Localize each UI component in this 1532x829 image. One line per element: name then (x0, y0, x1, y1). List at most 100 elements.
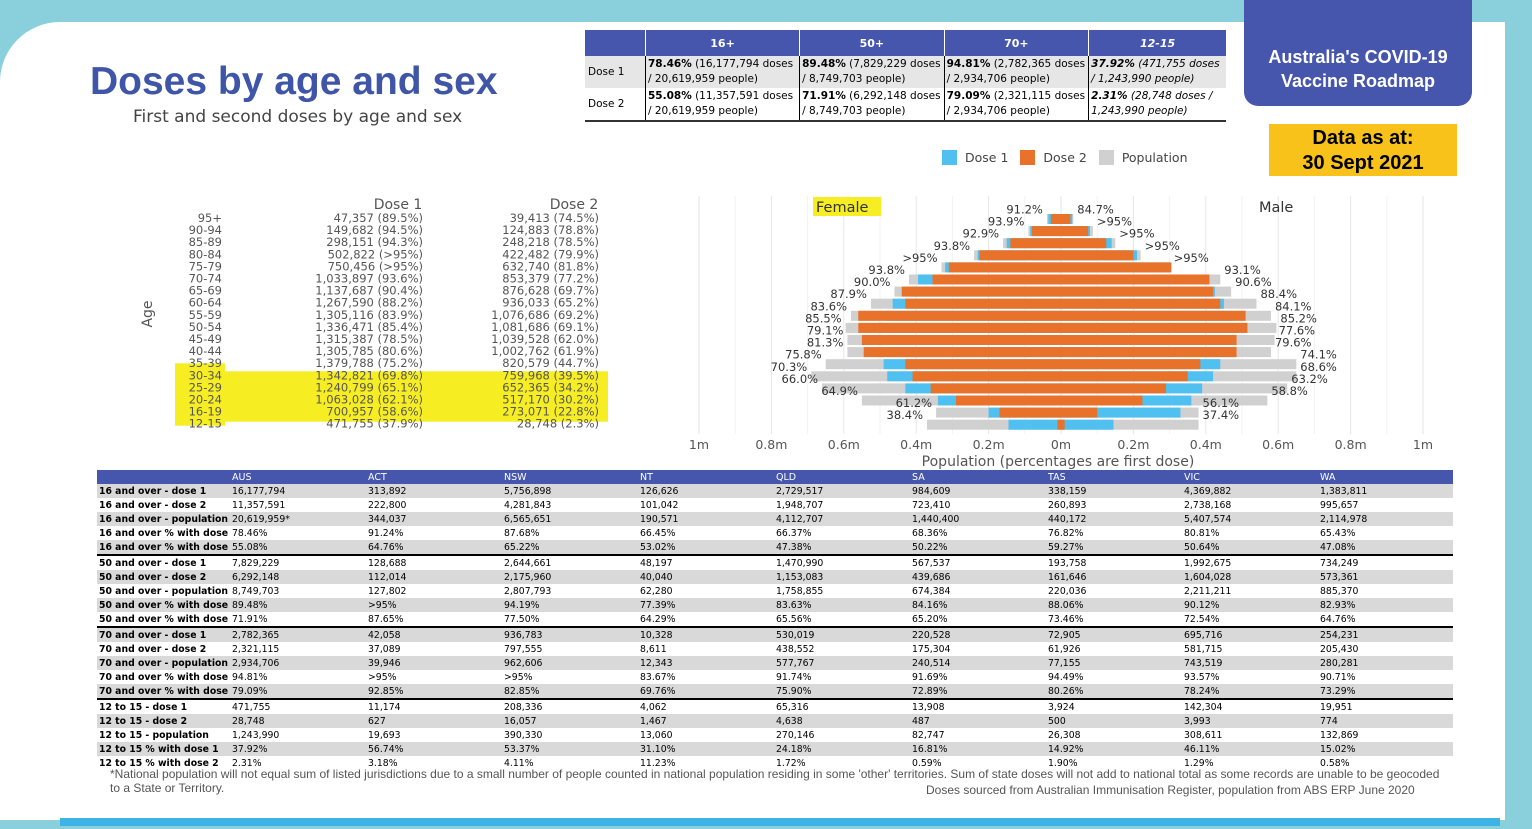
jurisdiction-cell: 487 (910, 714, 1046, 728)
legend-item-dose1: Dose 1 (942, 150, 1008, 165)
jurisdiction-cell: 20,619,959* (230, 512, 366, 526)
dose2-value: 1,002,762 (61.9%) (491, 344, 599, 358)
jurisdiction-row-label: 70 and over % with dose 2 (97, 684, 230, 699)
jurisdiction-header-row: AUS ACT NSW NT QLD SA TAS VIC WA (97, 470, 1453, 484)
jurisdiction-cell: 627 (366, 714, 502, 728)
dose1-value: 1,063,028 (62.1%) (315, 393, 423, 407)
jurisdiction-cell: 3,924 (1046, 698, 1182, 714)
jurisdiction-col-header: NSW (502, 470, 638, 484)
jurisdiction-cell: 1.29% (1184, 757, 1214, 769)
jurisdiction-cell: 53.37% (502, 742, 638, 756)
jurisdiction-cell: 15.02% (1318, 742, 1453, 756)
jurisdiction-cell: 1,383,811 (1318, 484, 1453, 498)
summary-header-row: 16+ 50+ 70+ 12-15 (585, 30, 1226, 56)
jurisdiction-col-header: ACT (366, 470, 502, 484)
jurisdiction-cell: 308,611 (1184, 729, 1223, 741)
jurisdiction-cell: 31.10% (638, 742, 774, 756)
age-group-label: 50-54 (189, 320, 222, 334)
summary-row-label: Dose 2 (585, 88, 646, 122)
jurisdiction-cell: 2,114,978 (1318, 512, 1453, 526)
female-dose2-bar (912, 371, 1061, 382)
jurisdiction-cell: 797,555 (504, 643, 543, 655)
jurisdiction-cell: 1,758,855 (776, 585, 824, 597)
age-group-label: 12-15 (189, 417, 222, 431)
jurisdiction-cell: 0.59% (912, 757, 942, 769)
jurisdiction-cell: 175,304 (912, 643, 951, 655)
female-dose1-pct-label: 93.8% (934, 239, 971, 253)
male-dose1-pct-label: 58.8% (1271, 384, 1308, 398)
female-dose1-pct-label: 81.3% (807, 336, 844, 350)
jurisdiction-cell: 280,281 (1318, 656, 1453, 670)
jurisdiction-col-header: NT (638, 470, 774, 484)
age-highlight-band-left (175, 363, 225, 426)
page-subtitle: First and second doses by age and sex (133, 107, 463, 127)
summary-detail: (11,357,591 doses / 20,619,959 people) (648, 90, 794, 117)
jurisdiction-row: 12 to 15 - population 1,243,990 19,693 390,… (97, 728, 1453, 742)
jurisdiction-cell: 47.38% (774, 540, 910, 555)
jurisdiction-cell: 66.45% (640, 527, 676, 539)
jurisdiction-cell: 87.68% (504, 527, 540, 539)
jurisdiction-row-label: 12 to 15 - population (99, 729, 209, 741)
jurisdiction-cell: 72.54% (1184, 613, 1220, 625)
female-dose2-bar (930, 383, 1061, 394)
male-dose2-bar (1061, 371, 1188, 382)
age-group-label: 40-44 (189, 344, 222, 358)
summary-col-header: 50+ (799, 30, 945, 56)
jurisdiction-cell: 16.81% (910, 742, 1046, 756)
jurisdiction-cell: 2,644,661 (502, 554, 638, 570)
jurisdiction-row-label: 12 to 15 % with dose 1 (97, 742, 230, 756)
jurisdiction-cell: 24.18% (774, 742, 910, 756)
jurisdiction-cell: 68.36% (912, 527, 948, 539)
jurisdiction-cell: 101,042 (640, 499, 679, 511)
male-dose1-pct-label: 63.2% (1291, 372, 1328, 386)
female-label-highlight (813, 197, 881, 216)
jurisdiction-cell: 4,112,707 (774, 512, 910, 526)
jurisdiction-cell: 91.69% (912, 671, 948, 683)
male-dose1-pct-label: 56.1% (1203, 396, 1240, 410)
dose1-value: 1,033,897 (93.6%) (315, 272, 423, 286)
x-tick-label: 0.4m (1190, 437, 1222, 452)
jurisdiction-cell: 2,321,115 (232, 643, 280, 655)
male-label: Male (1259, 200, 1293, 216)
jurisdiction-cell: 89.48% (230, 598, 366, 612)
legend-swatch-dose1 (942, 150, 957, 165)
jurisdiction-row-label: 16 and over - population (97, 512, 230, 526)
jurisdiction-row: 16 and over - population 20,619,959* 344,0… (97, 512, 1453, 526)
age-group-label: 60-64 (189, 296, 222, 310)
x-tick-label: 0.4m (900, 437, 932, 452)
dose2-value: 1,039,528 (62.0%) (491, 332, 599, 346)
jurisdiction-row-label: 50 and over % with dose 2 (99, 613, 230, 625)
jurisdiction-row: 50 and over - population 8,749,703 127,802… (97, 584, 1453, 598)
x-tick-label: 0.8m (755, 437, 787, 452)
jurisdiction-cell: 2,729,517 (774, 484, 910, 498)
jurisdiction-cell: 530,019 (774, 626, 910, 642)
male-dose2-bar (1061, 419, 1065, 430)
jurisdiction-row: 70 and over % with dose 1 94.81% >95% >95% 8… (97, 670, 1453, 684)
jurisdiction-cell: 774 (1318, 714, 1453, 728)
age-highlight-band (180, 371, 608, 422)
dose2-value: 422,482 (79.9%) (502, 247, 599, 261)
legend-label: Dose 1 (965, 150, 1009, 165)
jurisdiction-cell: 220,528 (910, 626, 1046, 642)
source-note: Doses sourced from Australian Immunisati… (926, 783, 1415, 797)
age-group-label: 45-49 (189, 332, 222, 346)
summary-detail: (6,292,148 doses / 8,749,703 people) (802, 90, 941, 117)
jurisdiction-cell: 53.02% (638, 540, 774, 555)
male-population-bar (1061, 419, 1199, 430)
dose2-value: 820,579 (44.7%) (502, 356, 599, 370)
summary-pct: 71.91% (802, 90, 846, 102)
jurisdiction-cell: 90.71% (1320, 671, 1356, 683)
x-tick-label: 0m (1051, 437, 1071, 452)
legend-item-dose2: Dose 2 (1020, 150, 1087, 165)
summary-pct: 89.48% (802, 58, 846, 70)
female-dose2-bar (863, 347, 1061, 358)
summary-detail: (2,782,365 doses / 2,934,706 people) (946, 58, 1086, 85)
male-dose2-bar (1061, 347, 1237, 358)
jurisdiction-cell: 220,036 (1048, 585, 1087, 597)
legend-swatch-population (1098, 150, 1114, 165)
jurisdiction-cell: 50.64% (1182, 540, 1318, 555)
jurisdiction-row: 50 and over - dose 1 7,829,229 128,688 2,64… (97, 554, 1453, 570)
jurisdiction-cell: 1.72% (776, 757, 806, 769)
jurisdiction-cell: 48,197 (638, 554, 774, 570)
female-dose1-pct-label: 92.9% (963, 227, 1000, 241)
